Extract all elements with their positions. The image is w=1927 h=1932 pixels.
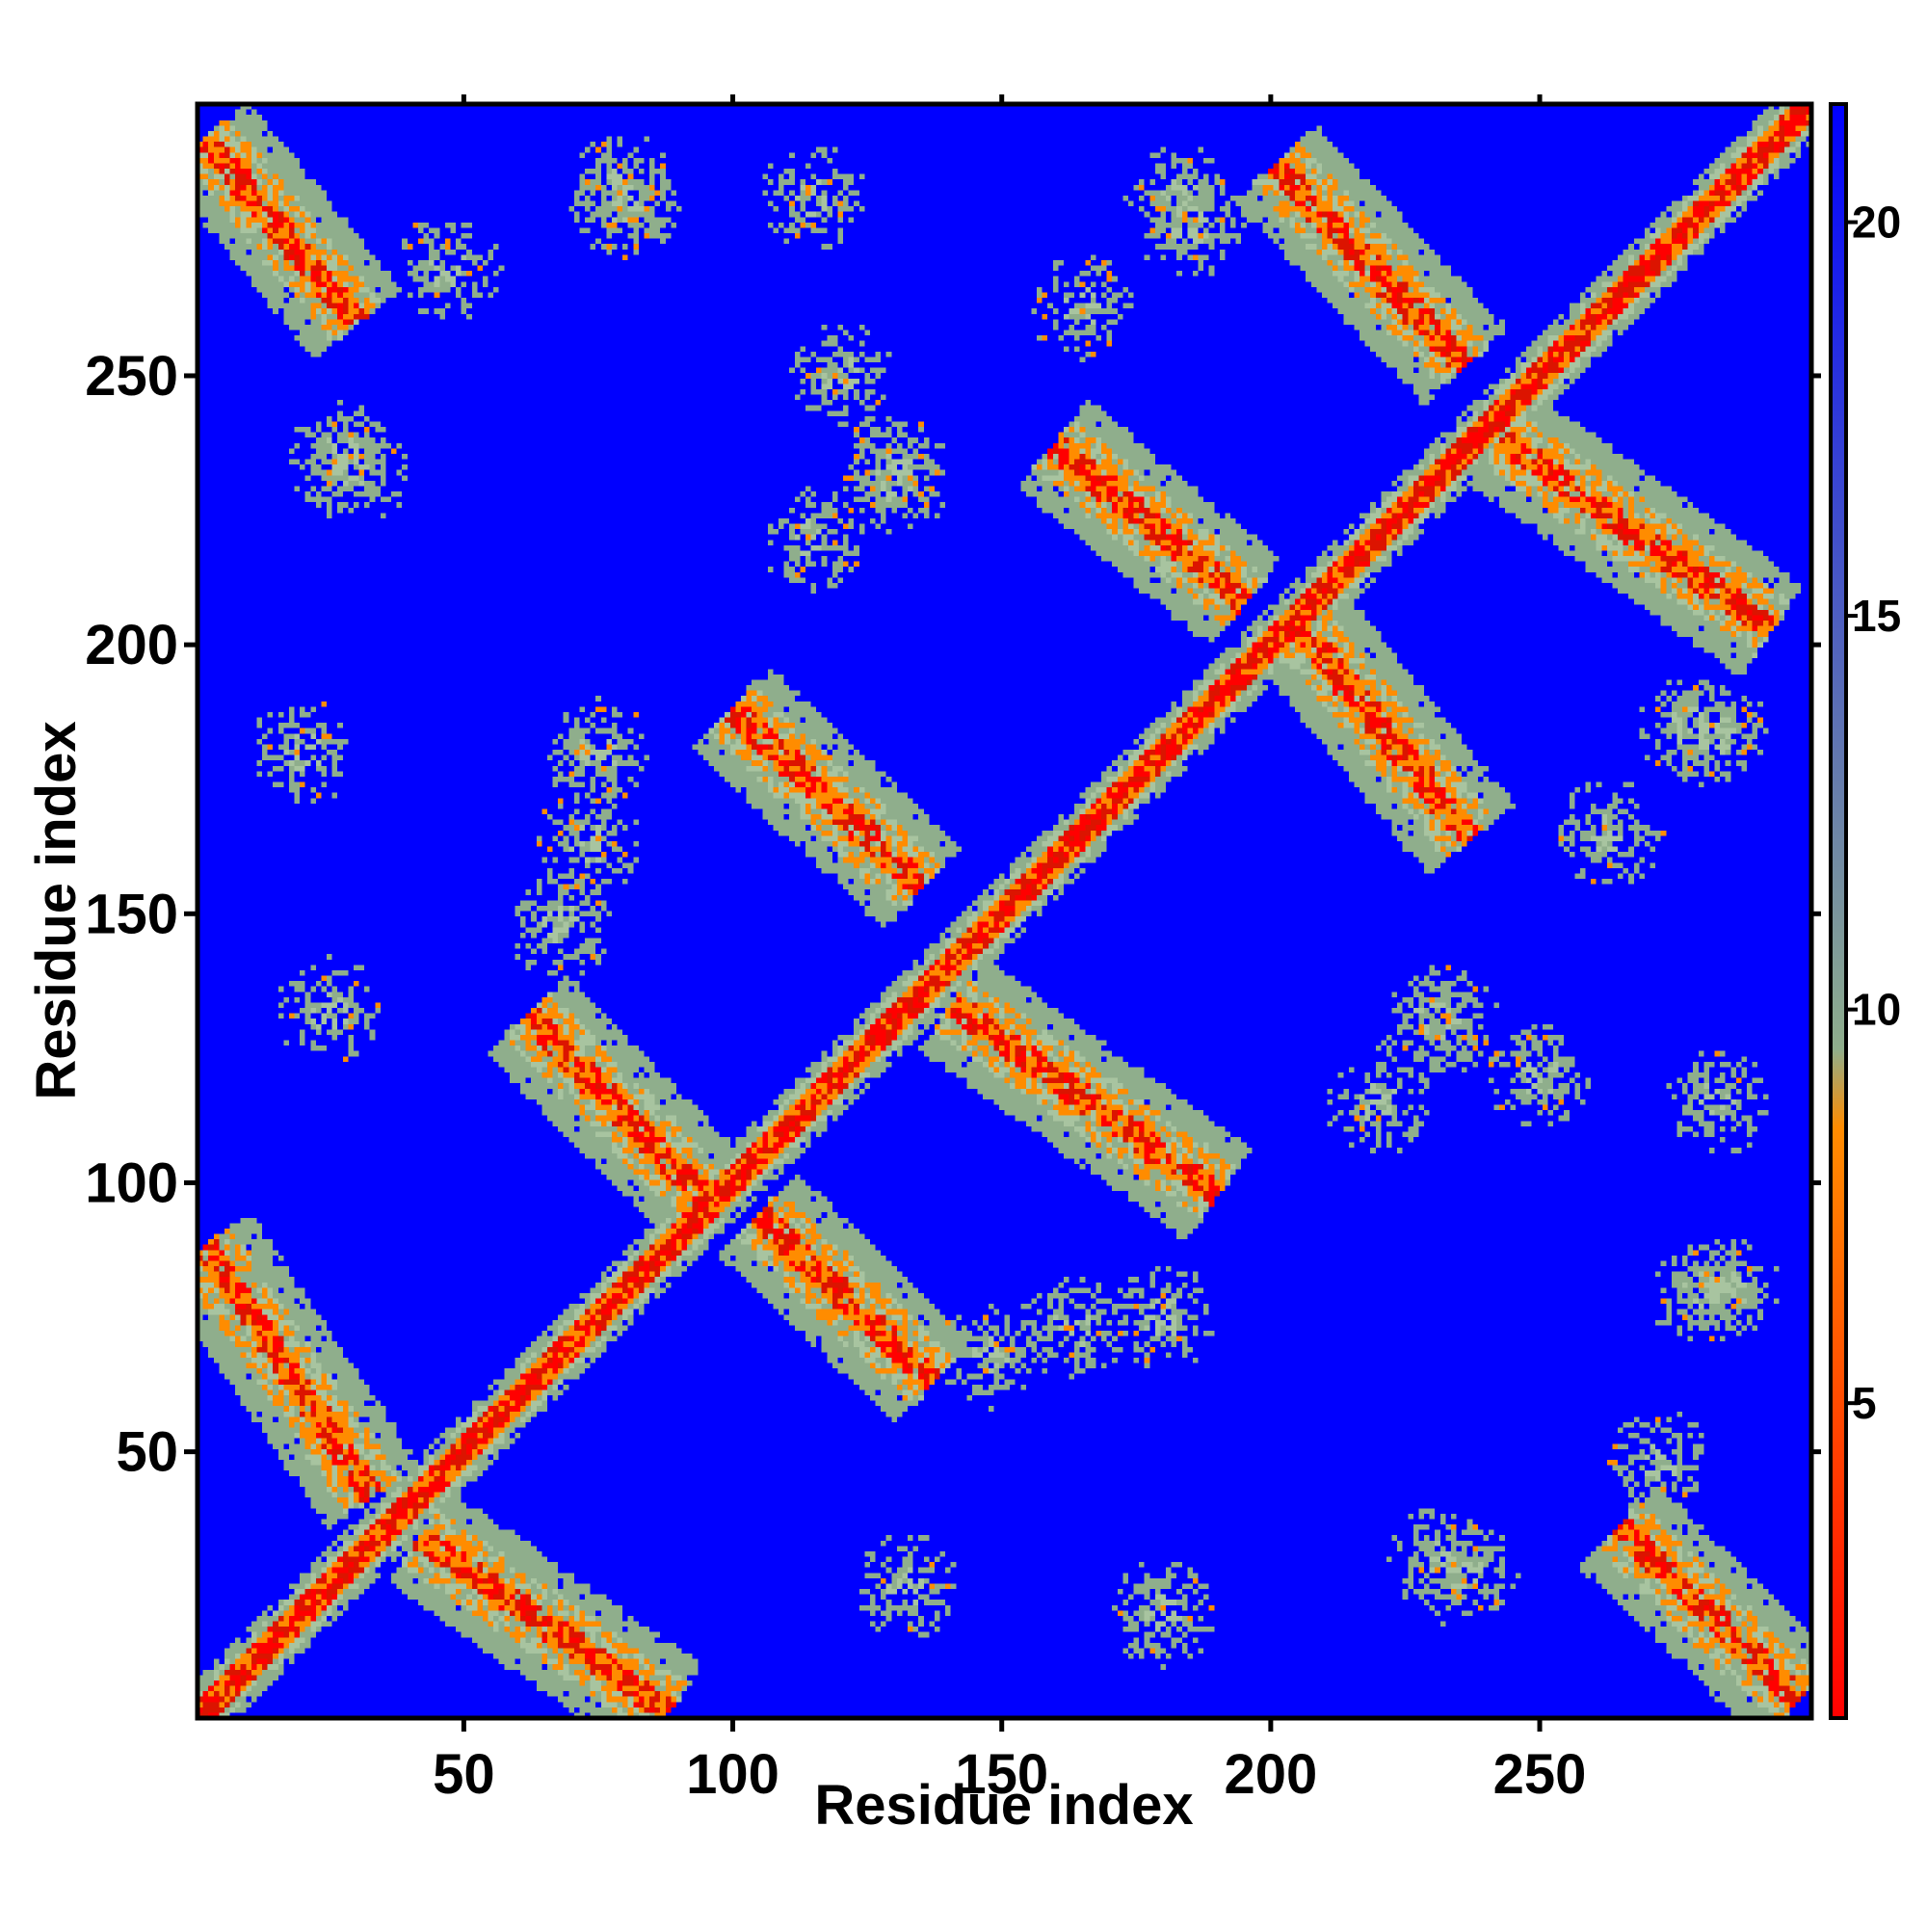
x-tick-label: 100 [686, 1743, 779, 1806]
y-axis-label: Residue index [25, 721, 88, 1099]
colorbar-tick-label: 20 [1852, 198, 1901, 248]
y-axis-ticks: 50 100 150 200 250 [85, 345, 1821, 1484]
colorbar-tick-label: 15 [1852, 591, 1901, 641]
y-tick-label: 50 [116, 1421, 178, 1484]
colorbar-ticks: 5 10 15 20 [1846, 198, 1901, 1428]
x-tick-label: 200 [1224, 1743, 1317, 1806]
colorbar-scale [1829, 102, 1848, 1720]
x-axis-label: Residue index [814, 1774, 1193, 1837]
colorbar-tick-label: 10 [1852, 985, 1901, 1035]
y-tick-label: 150 [85, 883, 178, 945]
contact-map-image [198, 104, 1811, 1718]
y-tick-label: 100 [85, 1151, 178, 1214]
y-tick-label: 200 [85, 614, 178, 676]
plot-frame [195, 101, 1814, 1721]
x-tick-label: 150 [955, 1743, 1048, 1806]
heatmap-cells [198, 104, 1811, 1718]
colorbar-tick-label: 5 [1852, 1378, 1877, 1428]
x-tick-label: 50 [433, 1743, 495, 1806]
colorbar: 5 10 15 20 [1829, 102, 1901, 1720]
x-axis-ticks: 50 100 150 200 250 [433, 94, 1586, 1806]
x-tick-label: 250 [1493, 1743, 1587, 1806]
y-tick-label: 250 [85, 345, 178, 408]
